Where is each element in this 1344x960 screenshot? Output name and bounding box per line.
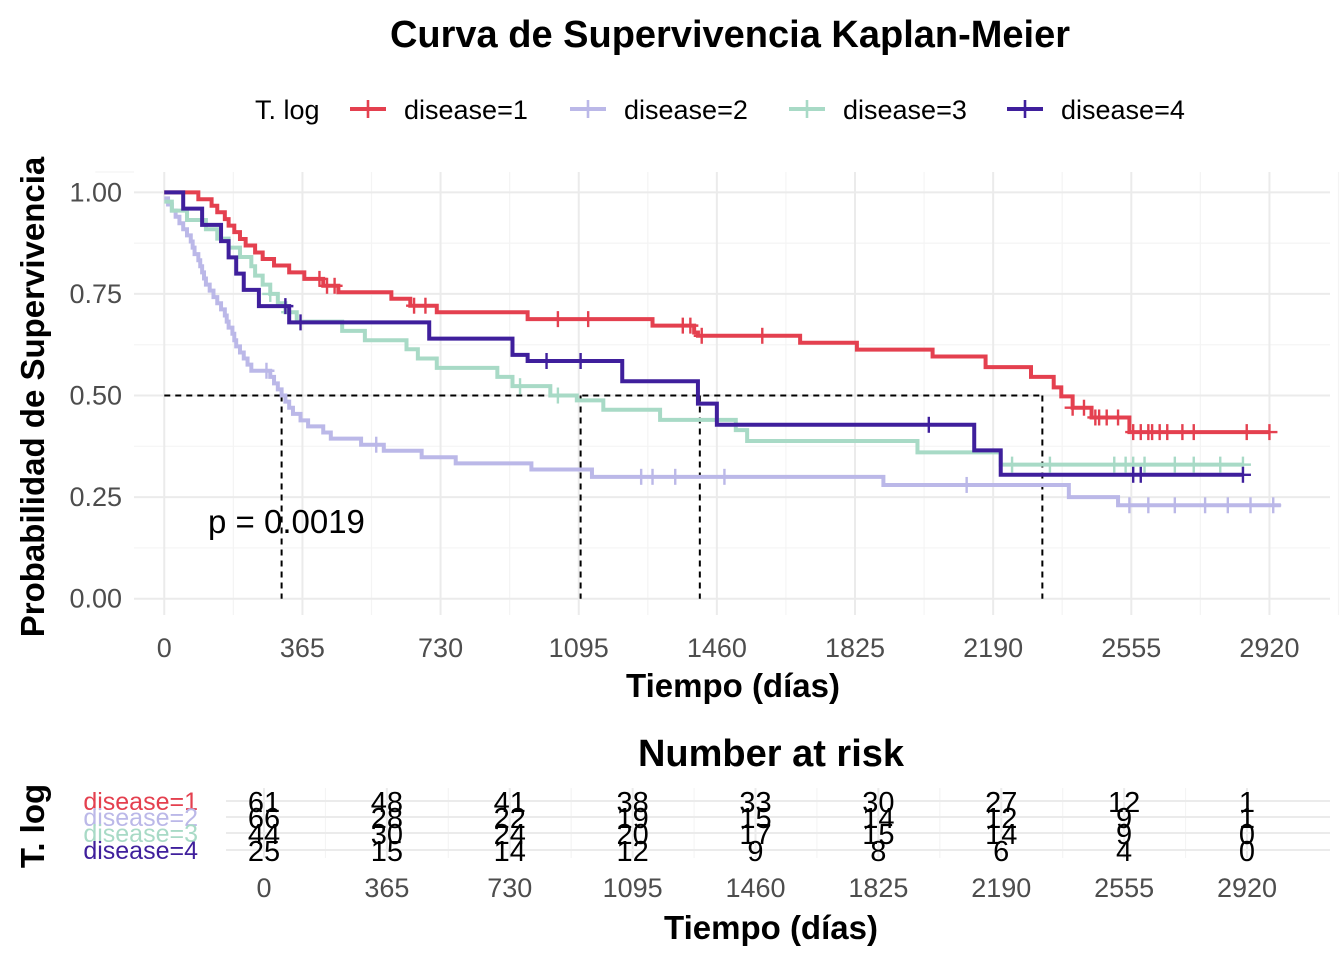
chart-title: Curva de Supervivencia Kaplan-Meier [390, 14, 1070, 56]
risk-table-x-tick-labels: 0 365 730 1095 1460 1825 2190 2555 2920 [256, 873, 1277, 903]
risk-table-title: Number at risk [638, 733, 905, 775]
risk-cell: 9 [747, 836, 763, 868]
y-tick-labels: 0.00 0.25 0.50 0.75 1.00 [69, 177, 122, 613]
risk-cell: 24 [494, 819, 526, 851]
risk-cell: 20 [616, 819, 648, 851]
risk-x-tick-label: 0 [256, 873, 271, 903]
legend-label: disease=3 [843, 95, 967, 125]
risk-cell: 12 [1108, 787, 1140, 819]
x-axis-title: Tiempo (días) [626, 667, 840, 704]
risk-cell: 12 [985, 803, 1017, 835]
risk-x-tick-label: 2920 [1217, 873, 1277, 903]
risk-table-x-axis-title: Tiempo (días) [664, 909, 878, 946]
risk-row-label: disease=3 [83, 820, 198, 848]
risk-row-label: disease=2 [83, 804, 198, 832]
risk-cell: 8 [870, 836, 886, 868]
legend-label: disease=1 [404, 95, 528, 125]
risk-x-tick-label: 1825 [848, 873, 908, 903]
km-curve [164, 199, 1243, 467]
risk-x-tick-label: 2555 [1094, 873, 1154, 903]
risk-row-label: disease=4 [83, 837, 198, 865]
y-tick-label: 0.75 [69, 279, 122, 309]
risk-cell: 30 [371, 819, 403, 851]
x-tick-label: 2920 [1239, 633, 1299, 663]
x-tick-label: 0 [157, 633, 172, 663]
risk-cell: 12 [616, 836, 648, 868]
legend-title: T. log [255, 95, 320, 125]
risk-cell: 14 [862, 803, 894, 835]
risk-cell: 1 [1239, 787, 1255, 819]
legend-label: disease=2 [624, 95, 748, 125]
x-tick-label: 1825 [825, 633, 885, 663]
risk-cell: 28 [371, 803, 403, 835]
risk-cell: 61 [248, 787, 280, 819]
risk-x-tick-label: 1460 [725, 873, 785, 903]
y-tick-label: 0.25 [69, 482, 122, 512]
risk-cell: 17 [739, 819, 771, 851]
km-curves [164, 190, 1282, 514]
risk-cell: 4 [1116, 836, 1132, 868]
risk-cell: 9 [1116, 819, 1132, 851]
risk-table-y-axis-title: T. log [14, 784, 51, 868]
risk-cell: 41 [494, 787, 526, 819]
risk-cell: 48 [371, 787, 403, 819]
x-tick-label: 2555 [1101, 633, 1161, 663]
risk-cell: 14 [494, 836, 526, 868]
risk-x-tick-label: 365 [364, 873, 409, 903]
risk-cell: 15 [862, 819, 894, 851]
km-curve [164, 190, 1270, 435]
risk-cell: 44 [248, 819, 280, 851]
y-tick-label: 0.00 [69, 584, 122, 614]
risk-table-grid [226, 788, 1330, 858]
risk-cell: 66 [248, 803, 280, 835]
risk-cell: 6 [993, 836, 1009, 868]
x-tick-labels: 0 365 730 1095 1460 1825 2190 2555 2920 [157, 633, 1300, 663]
x-tick-label: 730 [418, 633, 463, 663]
risk-cell: 33 [739, 787, 771, 819]
risk-x-tick-label: 1095 [603, 873, 663, 903]
risk-cell: 38 [616, 787, 648, 819]
km-grid [95, 171, 1340, 615]
risk-cell: 27 [985, 787, 1017, 819]
legend: T. log disease=1 disease=2 disease=3 diseas… [255, 95, 1185, 125]
risk-cell: 22 [494, 803, 526, 835]
risk-cell: 25 [248, 836, 280, 868]
x-tick-label: 365 [280, 633, 325, 663]
risk-cell: 14 [985, 819, 1017, 851]
y-axis-title: Probabilidad de Supervivencia [14, 156, 51, 637]
risk-row-label: disease=1 [83, 788, 198, 816]
median-lines [164, 394, 1044, 599]
risk-cell: 0 [1239, 819, 1255, 851]
y-tick-label: 0.50 [69, 381, 122, 411]
x-tick-label: 1095 [549, 633, 609, 663]
risk-cell: 1 [1239, 803, 1255, 835]
legend-label: disease=4 [1061, 95, 1185, 125]
risk-cell: 19 [616, 803, 648, 835]
risk-cell: 9 [1116, 803, 1132, 835]
x-tick-label: 1460 [687, 633, 747, 663]
risk-cell: 0 [1239, 836, 1255, 868]
risk-cell: 15 [371, 836, 403, 868]
risk-table-values: 61 48 41 38 33 30 27 12 166 28 22 19 15 14 12 9 144 30 24 2… [248, 787, 1255, 868]
risk-cell: 15 [739, 803, 771, 835]
x-tick-label: 2190 [963, 633, 1023, 663]
p-value-annotation: p = 0.0019 [208, 503, 365, 540]
risk-x-tick-label: 730 [487, 873, 532, 903]
y-tick-label: 1.00 [69, 177, 122, 207]
risk-x-tick-label: 2190 [971, 873, 1031, 903]
km-curve [164, 190, 1243, 477]
risk-cell: 30 [862, 787, 894, 819]
